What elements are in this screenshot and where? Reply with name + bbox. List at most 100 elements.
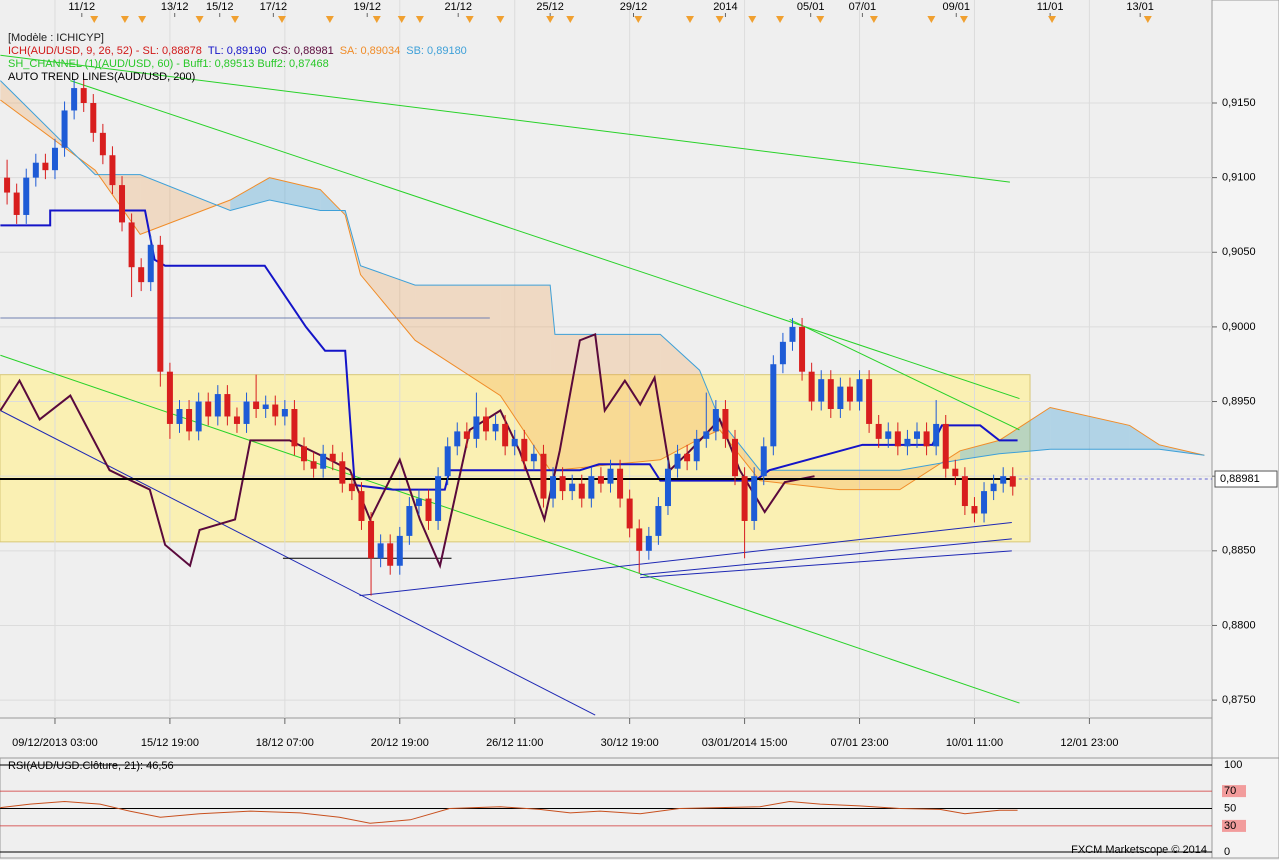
- candle-body: [645, 535, 652, 551]
- x-tick-label: 15/12 19:00: [141, 737, 199, 749]
- candle-body: [674, 453, 681, 469]
- event-marker: [325, 16, 334, 23]
- event-marker: [869, 16, 878, 23]
- candle-body: [406, 506, 413, 536]
- candle-body: [569, 483, 576, 492]
- candle-body: [272, 404, 279, 417]
- trend-line: [70, 80, 1020, 400]
- event-marker: [195, 16, 204, 23]
- candle-body: [310, 461, 317, 469]
- cloud-segment: [140, 174, 231, 235]
- candle-body: [751, 476, 758, 521]
- candle-body: [377, 543, 384, 559]
- candle-body: [281, 409, 288, 417]
- candle-body: [358, 491, 365, 521]
- rsi-tick-box: [1222, 819, 1246, 832]
- candle-body: [712, 409, 719, 432]
- candle-body: [617, 468, 624, 499]
- cloud-segment: [660, 334, 700, 460]
- candle-body: [253, 401, 260, 410]
- x-tick-label: 09/12/2013 03:00: [12, 737, 98, 749]
- trend-line: [640, 538, 1012, 576]
- top-tick-label: 09/01: [943, 1, 971, 13]
- candle-body: [885, 431, 892, 439]
- event-marker: [715, 16, 724, 23]
- legend-line: SH_CHANNEL (1)(AUD/USD, 60) - Buff1: 0,8…: [8, 58, 329, 70]
- candle-body: [138, 267, 145, 283]
- candle-body: [492, 423, 499, 432]
- candle-body: [42, 162, 49, 171]
- candle-body: [90, 102, 97, 133]
- candle-body: [214, 394, 221, 417]
- candle-body: [99, 132, 106, 156]
- candle-body: [415, 498, 422, 507]
- top-tick-label: 15/12: [206, 1, 234, 13]
- candle-body: [454, 431, 461, 447]
- candle-body: [722, 409, 729, 439]
- event-marker: [748, 16, 757, 23]
- candle-body: [157, 244, 164, 372]
- candle-body: [205, 401, 212, 417]
- candle-body: [559, 476, 566, 492]
- candle-body: [396, 535, 403, 566]
- event-marker: [90, 16, 99, 23]
- candle-body: [61, 110, 68, 148]
- candle-body: [990, 483, 997, 492]
- rsi-tick-label: 30: [1224, 820, 1236, 832]
- candle-body: [597, 476, 604, 484]
- cloud-segment: [500, 285, 551, 471]
- x-tick-label: 20/12 19:00: [371, 737, 429, 749]
- event-marker: [634, 16, 643, 23]
- event-marker: [776, 16, 785, 23]
- candle-body: [128, 222, 135, 268]
- candle-body: [818, 379, 825, 402]
- candle-body: [51, 147, 58, 171]
- candle-body: [732, 438, 739, 477]
- event-marker: [1143, 16, 1152, 23]
- candle-body: [511, 438, 518, 447]
- trend-line: [640, 550, 1012, 579]
- y-tick-label: 0,9100: [1222, 172, 1256, 184]
- candle-body: [1000, 476, 1007, 484]
- candle-body: [904, 438, 911, 447]
- legend-entry: TL: 0,89190: [208, 45, 267, 57]
- candle-body: [119, 185, 126, 223]
- candle-body: [894, 431, 901, 447]
- candle-body: [942, 423, 949, 469]
- candle-body: [799, 326, 806, 372]
- chikou-line: [0, 332, 815, 569]
- candle-body: [348, 483, 355, 492]
- cloud-segment: [719, 419, 760, 481]
- rsi-axis-panel: [1211, 757, 1279, 859]
- x-tick-label: 26/12 11:00: [486, 737, 543, 749]
- candle-body: [186, 409, 193, 432]
- rsi-tick-label: 70: [1224, 785, 1236, 797]
- span-b-line: [0, 80, 1205, 471]
- candle-body: [827, 379, 834, 410]
- trend-line: [0, 410, 596, 716]
- candle-body: [550, 476, 557, 499]
- event-marker: [120, 16, 129, 23]
- legend-entry: SA: 0,89034: [340, 45, 401, 57]
- event-marker: [231, 16, 240, 23]
- candle-body: [923, 431, 930, 447]
- candle-body: [368, 520, 375, 559]
- candle-body: [933, 423, 940, 447]
- y-tick-label: 0,8750: [1222, 694, 1256, 706]
- rsi-line: [0, 801, 1018, 824]
- footer: FXCM Marketscope © 2014: [1071, 844, 1207, 856]
- x-tick-label: 12/01 23:00: [1060, 737, 1118, 749]
- candle-body: [684, 453, 691, 462]
- x-tick-label: 03/01/2014 15:00: [702, 737, 788, 749]
- top-tick-label: 13/01: [1126, 1, 1154, 13]
- y-tick-label: 0,8800: [1222, 619, 1256, 631]
- top-tick-label: 17/12: [260, 1, 288, 13]
- candle-body: [329, 453, 336, 462]
- legend-entry: SH_CHANNEL (1)(AUD/USD, 60) - Buff1: 0,8…: [8, 58, 329, 70]
- candle-body: [32, 162, 39, 178]
- candle-body: [147, 244, 154, 283]
- candle-body: [473, 416, 480, 439]
- candle-body: [626, 498, 633, 529]
